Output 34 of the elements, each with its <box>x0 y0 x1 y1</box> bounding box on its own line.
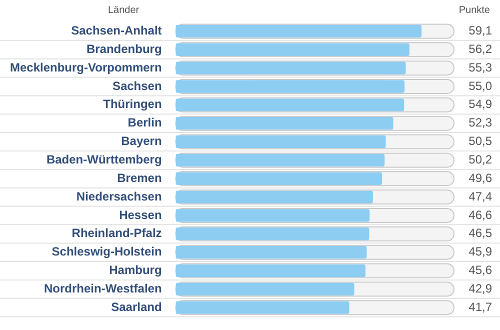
data-label: 50,5 <box>468 134 492 148</box>
y-tick-label: Sachsen-Anhalt <box>71 24 162 38</box>
data-label: 59,1 <box>468 24 492 38</box>
data-label: 54,9 <box>468 97 492 112</box>
y-tick-label: Mecklenburg-Vorpommern <box>10 60 162 74</box>
y-tick-label: Schleswig-Holstein <box>52 244 162 259</box>
data-label: 46,5 <box>468 226 492 240</box>
data-label: 55,3 <box>468 60 492 74</box>
data-label: 42,9 <box>468 281 492 296</box>
y-tick-label: Sachsen <box>112 78 162 93</box>
y-tick-label: Thüringen <box>103 97 162 112</box>
data-label: 49,6 <box>468 170 492 185</box>
y-tick-label: Baden-Württemberg <box>46 152 162 166</box>
y-tick-label: Saarland <box>111 300 162 314</box>
y-tick-label: Brandenburg <box>86 42 162 56</box>
x-axis-title: Punkte <box>458 5 490 16</box>
data-label: 47,4 <box>468 189 492 204</box>
data-label: 41,7 <box>468 300 492 314</box>
y-tick-label: Berlin <box>128 116 162 130</box>
data-label: 55,0 <box>468 78 492 93</box>
y-tick-label: Hamburg <box>109 263 162 278</box>
y-tick-label: Rheinland-Pfalz <box>72 226 162 240</box>
data-label: 52,3 <box>468 116 492 130</box>
data-label: 45,6 <box>468 263 492 278</box>
data-label: 50,2 <box>468 152 492 166</box>
y-axis-title: Länder <box>108 5 140 16</box>
data-label: 46,6 <box>468 208 492 222</box>
data-label: 56,2 <box>468 42 492 56</box>
data-label: 45,9 <box>468 244 492 259</box>
y-tick-label: Bremen <box>117 170 162 185</box>
y-tick-label: Bayern <box>121 134 162 148</box>
y-tick-label: Hessen <box>119 208 162 222</box>
y-tick-label: Niedersachsen <box>76 189 162 204</box>
y-tick-label: Nordrhein-Westfalen <box>44 281 162 296</box>
